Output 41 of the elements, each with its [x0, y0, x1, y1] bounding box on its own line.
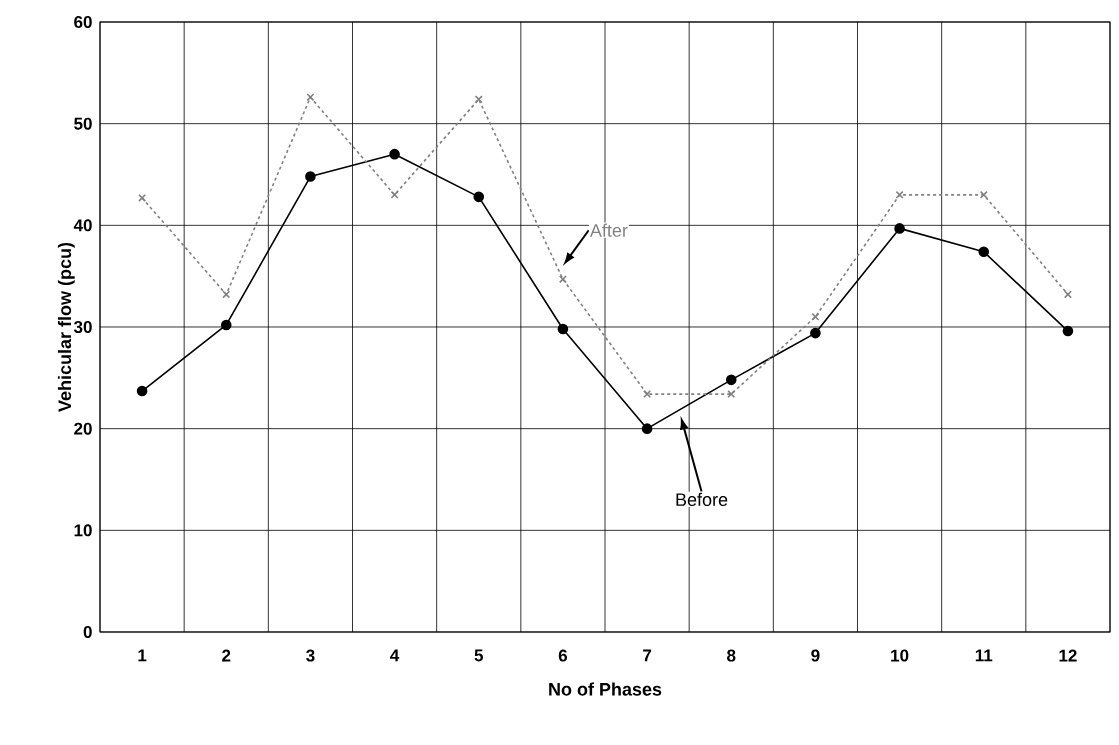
point	[979, 190, 988, 199]
x-tick-label: 7	[643, 649, 652, 662]
y-tick-label: 30	[73, 320, 92, 334]
point	[895, 190, 904, 199]
point	[474, 95, 483, 104]
y-tick-label: 40	[73, 219, 92, 232]
y-tick-label: 20	[74, 422, 92, 435]
y-tick-label: 50	[74, 117, 92, 130]
x-tick-label: 3	[306, 649, 315, 662]
point	[810, 327, 821, 339]
point	[220, 319, 232, 331]
y-tick-label: 10	[74, 524, 92, 537]
point	[978, 246, 990, 258]
point	[1062, 325, 1074, 337]
x-tick-label: 12	[1059, 649, 1077, 662]
point	[557, 323, 569, 335]
point	[136, 385, 148, 397]
point	[641, 423, 653, 434]
point	[725, 374, 737, 386]
point	[305, 171, 316, 182]
x-tick-label: 11	[975, 649, 993, 662]
x-tick-label: 9	[811, 649, 820, 662]
text: After	[589, 223, 628, 237]
point	[558, 275, 567, 284]
x-tick-label: 8	[727, 649, 736, 662]
point	[643, 390, 652, 399]
text: Before	[676, 492, 728, 506]
point	[894, 223, 905, 234]
x-tick-label: 6	[558, 649, 568, 662]
y-axis-title: Vehicular flow (pcu)	[57, 242, 75, 412]
x-tick-label: 1	[138, 649, 147, 662]
point	[473, 191, 485, 203]
x-tick-label: 2	[222, 649, 231, 662]
x-tick-label: 4	[390, 649, 400, 662]
y-tick-label: 60	[74, 15, 92, 29]
x-tick-label: 10	[891, 649, 909, 662]
point	[138, 193, 147, 202]
x-axis-title: No of Phases	[549, 682, 662, 696]
y-tick-label: 0	[83, 625, 92, 639]
x-tick-label: 5	[474, 649, 484, 662]
point	[389, 148, 400, 160]
